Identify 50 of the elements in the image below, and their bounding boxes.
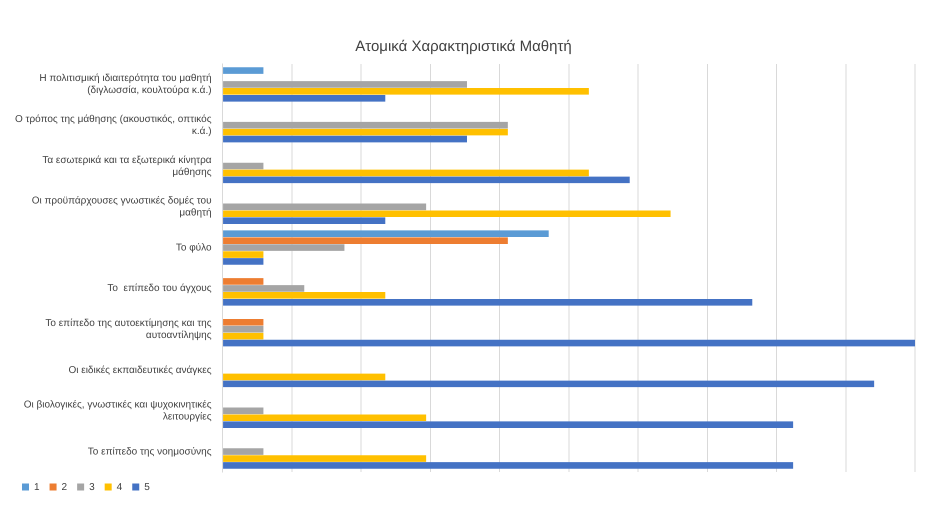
bar <box>223 318 264 326</box>
bar <box>223 94 386 102</box>
bar <box>223 408 264 414</box>
bar <box>223 340 915 346</box>
bar <box>223 170 589 176</box>
bar <box>223 380 874 388</box>
bar <box>223 462 794 469</box>
bar <box>223 285 304 292</box>
chart-title: Ατομικά Χαρακτηριστικά Μαθητή <box>355 38 572 56</box>
bar <box>223 298 752 306</box>
bar <box>223 237 508 244</box>
bar <box>223 332 264 340</box>
bar <box>223 67 264 74</box>
bar <box>223 122 508 128</box>
legend-label: 3 <box>89 482 96 493</box>
y-tick-label: Οι προϋπάρχουσες γνωστικές δομές του μαθητή <box>32 196 212 219</box>
y-tick-label: Ο τρόπος της μάθησης (ακουστικός, οπτικός κ.ά.) <box>14 114 212 137</box>
y-tick-label: Το επίπεδο του άγχους <box>107 283 212 294</box>
y-tick-label: Το επίπεδο της αυτοεκτίμησης και της αυτοαντίληψης <box>45 318 212 341</box>
legend-label: 5 <box>144 482 150 493</box>
bar <box>223 230 549 238</box>
bar <box>223 292 386 299</box>
bar <box>223 251 264 258</box>
bar <box>223 374 386 380</box>
bar <box>223 414 426 422</box>
bar <box>223 81 467 88</box>
legend-label: 4 <box>116 482 123 493</box>
bar <box>223 136 467 142</box>
bar <box>223 210 671 218</box>
bar <box>223 278 264 285</box>
bar <box>223 258 264 265</box>
bar <box>223 176 630 184</box>
bar <box>223 162 264 170</box>
bar <box>223 204 426 210</box>
bar <box>223 421 794 428</box>
legend-label: 2 <box>62 482 68 493</box>
bar <box>223 128 508 136</box>
y-tick-label: Η πολιτισμική ιδιαιτερότητα του μαθητή (διγλωσσία, κουλτούρα κ.ά.) <box>39 73 212 96</box>
bar <box>223 448 264 455</box>
y-tick-label: Οι ειδικές εκπαιδευτικές ανάγκες <box>68 364 212 376</box>
y-tick-label: Οι βιολογικές, γνωστικές και ψυχοκινητικές λειτουργίες <box>24 400 212 423</box>
bar <box>223 326 264 332</box>
y-tick-label: Το φύλο <box>176 242 212 254</box>
legend-label: 1 <box>34 482 40 493</box>
bar <box>223 217 386 224</box>
bar <box>223 244 344 251</box>
bar <box>223 88 589 95</box>
y-tick-label: Τα εσωτερικά και τα εξωτερικά κίνητρα μάθησης <box>42 154 212 178</box>
y-tick-label: Το επίπεδο της νοημοσύνης <box>88 446 212 458</box>
bar <box>223 455 426 462</box>
